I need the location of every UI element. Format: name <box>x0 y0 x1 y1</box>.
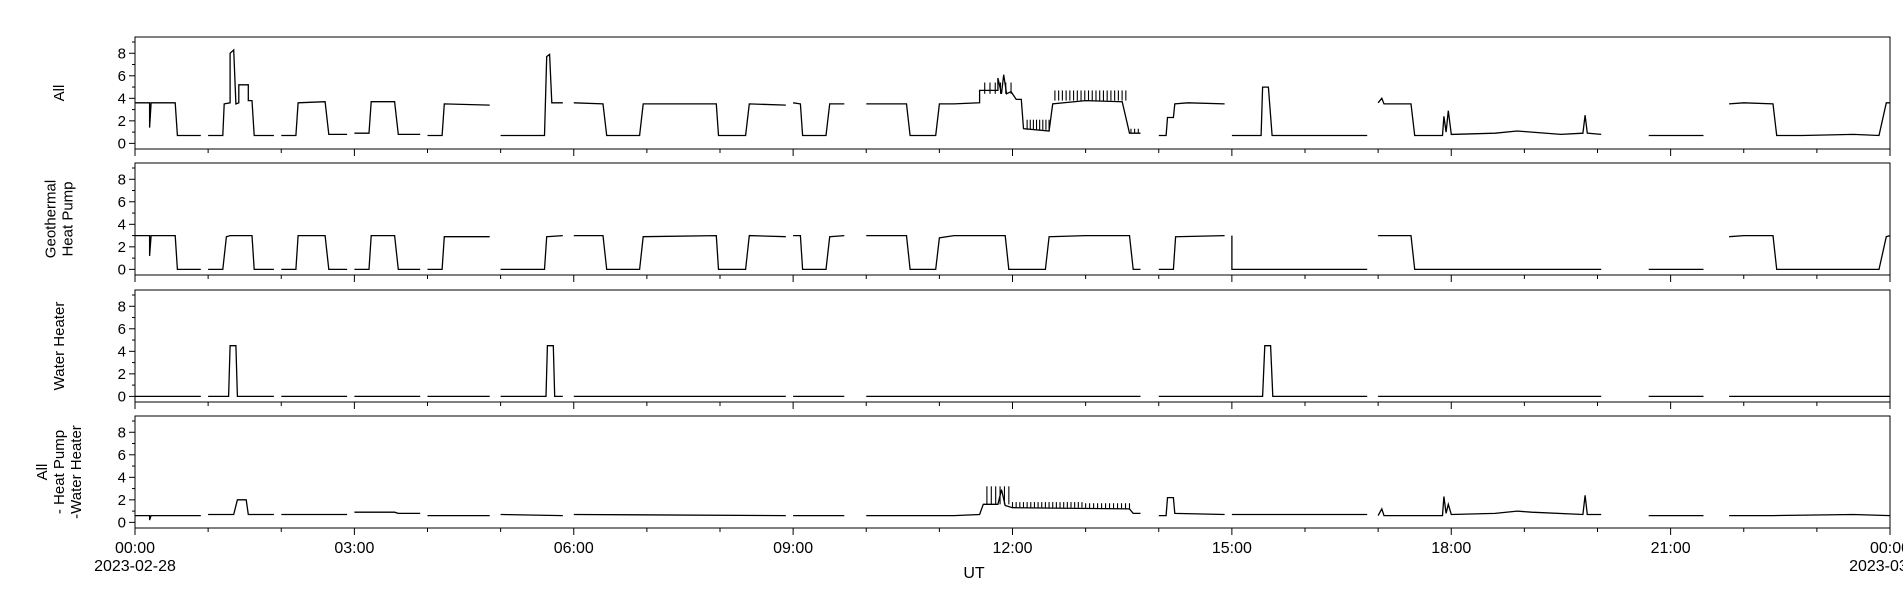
y-tick-label: 8 <box>118 298 126 315</box>
y-tick-label: 0 <box>118 261 126 278</box>
y-axis-label-line: - Heat Pump <box>51 430 68 514</box>
series-line <box>135 489 1891 521</box>
x-tick-label: 03:00 <box>334 540 374 557</box>
x-tick-label: 06:00 <box>554 540 594 557</box>
y-tick-label: 0 <box>118 514 126 531</box>
panel-3: 0 2 4 6 8 Water Heater <box>51 289 1891 409</box>
spike-burst <box>1011 502 1083 508</box>
y-axis-label-line: -Water Heater <box>68 425 85 519</box>
y-axis-label: Water Heater <box>51 302 68 391</box>
panel-2: 0 2 4 6 8 Geothermal Heat Pump <box>43 162 1891 282</box>
y-tick-label: 6 <box>118 321 126 338</box>
y-tick-label: 2 <box>118 492 126 509</box>
y-tick-label: 4 <box>118 343 126 360</box>
x-tick-label: 12:00 <box>992 540 1032 557</box>
y-tick-label: 2 <box>118 239 126 256</box>
panel-4: 0 2 4 6 8 All - Heat Pump -Water Heater <box>34 415 1891 535</box>
spike-burst <box>984 82 1012 94</box>
panels-group: 0 2 4 6 8 All 0 2 4 6 8 Geothermal Heat Pump 0 2 4 6 8 Wat… <box>34 36 1891 535</box>
y-tick-label: 8 <box>118 45 126 62</box>
x-tick-label: 00:00 <box>115 540 155 557</box>
x-tick-date-label: 2023-03-01 <box>1849 558 1903 575</box>
panel-1: 0 2 4 6 8 All <box>51 36 1891 156</box>
spike-burst <box>1130 128 1139 134</box>
y-tick-label: 4 <box>118 216 126 233</box>
spike-burst <box>1054 90 1127 101</box>
y-tick-label: 6 <box>118 194 126 211</box>
series-line <box>135 345 1890 398</box>
y-tick-label: 0 <box>118 135 126 152</box>
y-axis-label: All - Heat Pump -Water Heater <box>34 425 85 519</box>
x-axis-label: UT <box>963 565 985 582</box>
x-tick-label: 21:00 <box>1651 540 1691 557</box>
series-line <box>135 48 1890 137</box>
y-axis-label-line: All <box>51 85 68 102</box>
y-axis-label-line: Geothermal <box>43 180 60 258</box>
y-tick-label: 2 <box>118 113 126 130</box>
y-axis-label: Geothermal Heat Pump <box>43 180 77 258</box>
y-axis-label-line: Water Heater <box>51 302 68 391</box>
x-tick-label: 09:00 <box>773 540 813 557</box>
y-tick-label: 8 <box>118 424 126 441</box>
y-tick-label: 6 <box>118 447 126 464</box>
y-tick-label: 0 <box>118 388 126 405</box>
x-tick-label: 18:00 <box>1431 540 1471 557</box>
spike-burst <box>1026 119 1050 130</box>
x-tick-label: 15:00 <box>1212 540 1252 557</box>
spike-burst <box>1085 503 1131 509</box>
y-tick-label: 2 <box>118 366 126 383</box>
y-tick-label: 4 <box>118 90 126 107</box>
series-line <box>135 234 1891 271</box>
y-tick-label: 4 <box>118 469 126 486</box>
x-tick-date-label: 2023-02-28 <box>94 558 176 575</box>
spike-burst <box>986 486 1010 505</box>
x-tick-label: 00:00 <box>1870 540 1903 557</box>
y-tick-label: 6 <box>118 68 126 85</box>
y-tick-label: 8 <box>118 171 126 188</box>
y-axis-label: All <box>51 85 68 102</box>
y-axis-label-line: All <box>34 464 51 481</box>
y-axis-label-line: Heat Pump <box>60 181 77 256</box>
